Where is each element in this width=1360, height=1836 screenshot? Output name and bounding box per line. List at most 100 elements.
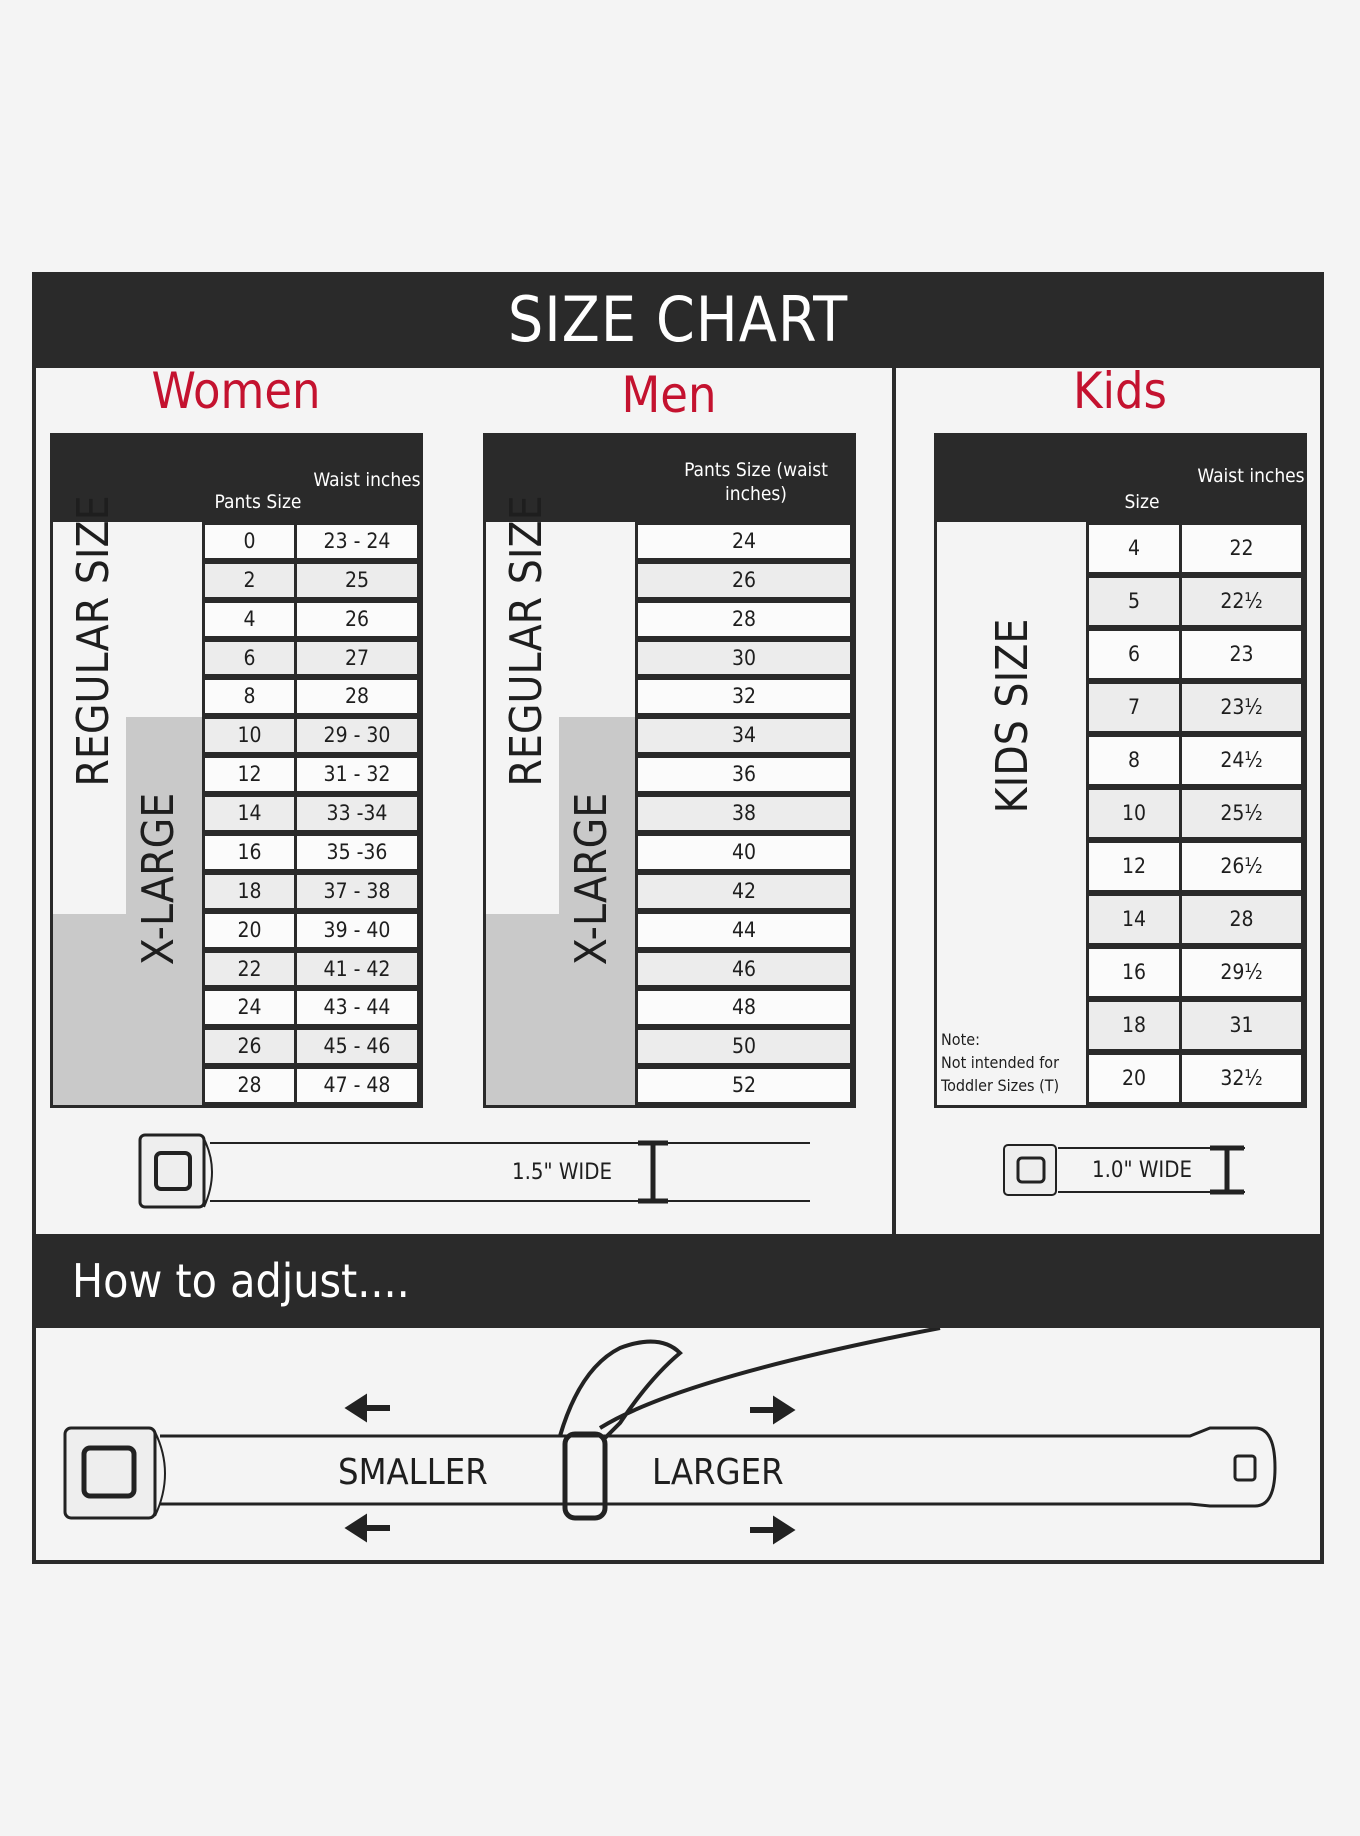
- waist-inches-cell: 27: [294, 638, 420, 678]
- pants-size-cell: 48: [635, 988, 853, 1028]
- kids-size-table: Size Waist inches KIDS SIZE Note: Not in…: [934, 433, 1307, 1108]
- waist-inches-cell: 31: [1179, 999, 1304, 1052]
- kids-size-cell: 16: [1086, 946, 1182, 999]
- pants-size-cell: 0: [202, 522, 297, 561]
- waist-inches-cell: 26½: [1179, 840, 1304, 893]
- waist-inches-cell: 25: [294, 560, 420, 600]
- toddler-note: Note: Not intended for Toddler Sizes (T): [941, 1028, 1059, 1097]
- header-waist-inches: Waist inches: [1197, 465, 1305, 487]
- arrow-left-icon: [344, 1393, 390, 1543]
- adult-belt-illustration: [138, 1133, 810, 1209]
- waist-inches-cell: 28: [294, 677, 420, 717]
- table-header: Pants Size (waist inches): [486, 436, 853, 522]
- arrow-right-icon: [750, 1395, 796, 1545]
- pants-size-cell: 6: [202, 638, 297, 678]
- table-header: Size Waist inches: [937, 436, 1305, 522]
- waist-inches-cell: 22½: [1179, 575, 1304, 628]
- kids-size-cell: 12: [1086, 840, 1182, 893]
- men-size-table: Pants Size (waist inches) REGULAR SIZE X…: [483, 433, 856, 1108]
- xlarge-shade: [126, 717, 202, 917]
- xlarge-label: X-LARGE: [566, 792, 617, 966]
- larger-label: LARGER: [652, 1452, 784, 1493]
- pants-size-cell: 2: [202, 560, 297, 600]
- waist-inches-cell: 25½: [1179, 787, 1304, 840]
- kids-heading: Kids: [1073, 362, 1167, 420]
- pants-size-cell: 24: [635, 522, 853, 561]
- note-title: Note:: [941, 1030, 980, 1049]
- adjust-belt-illustration: [63, 1328, 1277, 1545]
- pants-size-cell: 40: [635, 832, 853, 872]
- waist-inches-cell: 24½: [1179, 734, 1304, 787]
- waist-inches-cell: 35 -36: [294, 832, 420, 872]
- waist-inches-cell: 39 - 40: [294, 910, 420, 950]
- header-waist-inches: Waist inches: [313, 469, 421, 491]
- pants-size-cell: 16: [202, 832, 297, 872]
- pants-size-cell: 20: [202, 910, 297, 950]
- kids-belt-illustration: [1003, 1144, 1245, 1196]
- kids-size-cell: 10: [1086, 787, 1182, 840]
- pants-size-cell: 34: [635, 716, 853, 756]
- waist-inches-cell: 37 - 38: [294, 871, 420, 911]
- pants-size-cell: 22: [202, 949, 297, 989]
- pants-size-cell: 32: [635, 677, 853, 717]
- kids-size-label: KIDS SIZE: [987, 618, 1038, 814]
- kids-size-cell: 14: [1086, 893, 1182, 946]
- pants-size-cell: 26: [635, 560, 853, 600]
- kids-size-cell: 8: [1086, 734, 1182, 787]
- pants-size-cell: 50: [635, 1027, 853, 1067]
- waist-inches-cell: 23 - 24: [294, 522, 420, 561]
- note-line: Toddler Sizes (T): [941, 1076, 1060, 1095]
- waist-inches-cell: 29½: [1179, 946, 1304, 999]
- kids-size-cell: 20: [1086, 1052, 1182, 1105]
- pants-size-cell: 14: [202, 794, 297, 833]
- waist-inches-cell: 26: [294, 599, 420, 639]
- women-heading: Women: [151, 362, 321, 420]
- waist-inches-cell: 29 - 30: [294, 716, 420, 756]
- pants-size-cell: 52: [635, 1066, 853, 1105]
- kids-size-cell: 5: [1086, 575, 1182, 628]
- regular-size-label: REGULAR SIZE: [501, 495, 552, 787]
- kids-belt-width: 1.0" WIDE: [1092, 1158, 1192, 1183]
- xlarge-shade: [53, 914, 202, 1105]
- pants-size-cell: 8: [202, 677, 297, 717]
- smaller-label: SMALLER: [338, 1452, 488, 1493]
- waist-inches-cell: 45 - 46: [294, 1027, 420, 1067]
- how-to-adjust-heading: How to adjust....: [32, 1234, 1324, 1328]
- pants-size-cell: 30: [635, 638, 853, 678]
- note-line: Not intended for: [941, 1053, 1060, 1072]
- header-size: Size: [1124, 491, 1160, 513]
- xlarge-label: X-LARGE: [133, 792, 184, 966]
- pants-size-cell: 38: [635, 794, 853, 833]
- page-title: SIZE CHART: [32, 272, 1324, 368]
- pants-size-cell: 28: [635, 599, 853, 639]
- waist-inches-cell: 33 -34: [294, 794, 420, 833]
- pants-size-cell: 44: [635, 910, 853, 950]
- kids-size-cell: 6: [1086, 628, 1182, 681]
- pants-size-cell: 46: [635, 949, 853, 989]
- pants-size-cell: 10: [202, 716, 297, 756]
- adult-belt-width: 1.5" WIDE: [512, 1160, 612, 1185]
- waist-inches-cell: 41 - 42: [294, 949, 420, 989]
- waist-inches-cell: 23½: [1179, 681, 1304, 734]
- regular-size-label: REGULAR SIZE: [68, 495, 119, 787]
- women-size-table: Pants Size Waist inches REGULAR SIZE X-L…: [50, 433, 423, 1108]
- waist-inches-cell: 31 - 32: [294, 755, 420, 795]
- pants-size-cell: 42: [635, 871, 853, 911]
- waist-inches-cell: 23: [1179, 628, 1304, 681]
- xlarge-shade: [486, 914, 635, 1105]
- kids-size-cell: 4: [1086, 522, 1182, 575]
- kids-size-cell: 7: [1086, 681, 1182, 734]
- header-pants-size-waist: Pants Size (waist inches): [684, 459, 828, 505]
- waist-inches-cell: 32½: [1179, 1052, 1304, 1105]
- waist-inches-cell: 28: [1179, 893, 1304, 946]
- pants-size-cell: 24: [202, 988, 297, 1028]
- waist-inches-cell: 43 - 44: [294, 988, 420, 1028]
- waist-inches-cell: 22: [1179, 522, 1304, 575]
- pants-size-cell: 26: [202, 1027, 297, 1067]
- pants-size-cell: 28: [202, 1066, 297, 1105]
- pants-size-cell: 4: [202, 599, 297, 639]
- kids-size-cell: 18: [1086, 999, 1182, 1052]
- table-header: Pants Size Waist inches: [53, 436, 421, 522]
- xlarge-shade: [559, 717, 635, 917]
- pants-size-cell: 36: [635, 755, 853, 795]
